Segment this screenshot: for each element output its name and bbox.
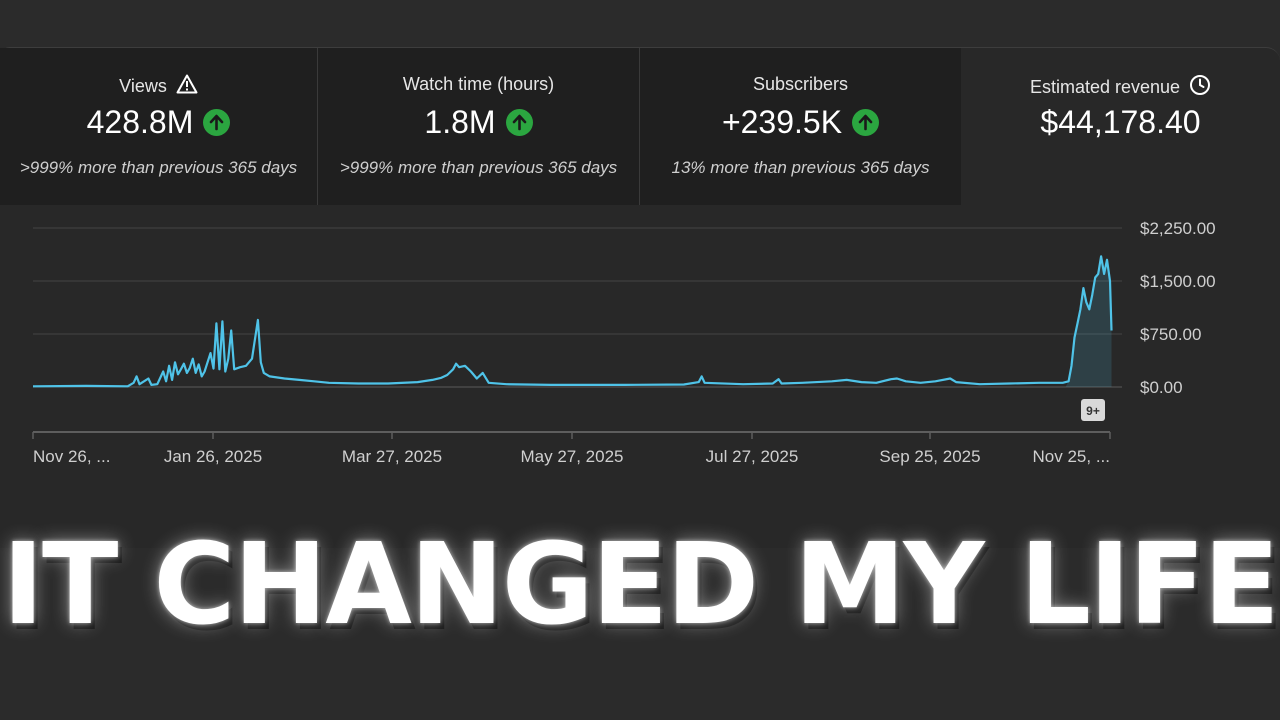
y-tick-label: $0.00 [1140, 378, 1183, 397]
views-card[interactable]: Views 428.8M >999% more than previous 36… [0, 48, 318, 205]
arrow-up-circle-icon [852, 109, 880, 136]
x-tick-label: Nov 25, ... [1033, 447, 1110, 466]
revenue-area [1065, 256, 1112, 387]
watch-time-comparison: >999% more than previous 365 days [339, 158, 618, 177]
subscribers-comparison: 13% more than previous 365 days [671, 158, 930, 177]
x-tick-label: Mar 27, 2025 [342, 447, 442, 466]
revenue-value: $44,178.40 [1040, 104, 1201, 140]
subscribers-title: Subscribers [752, 74, 849, 94]
watch-time-card[interactable]: Watch time (hours) 1.8M >999% more than … [318, 48, 640, 205]
arrow-up-circle-icon [203, 109, 231, 136]
subscribers-card[interactable]: Subscribers +239.5K 13% more than previo… [640, 48, 961, 205]
views-comparison: >999% more than previous 365 days [19, 158, 298, 177]
y-tick-label: $750.00 [1140, 325, 1201, 344]
clock-icon [1189, 74, 1211, 101]
warning-icon [176, 74, 198, 99]
revenue-chart-svg: $2,250.00 $1,500.00 $750.00 $0.00 Nov 26, ..… [32, 219, 1216, 466]
x-tick-label: Nov 26, ... [33, 447, 110, 466]
annotation-badge-label: 9+ [1086, 404, 1100, 418]
x-tick-label: May 27, 2025 [520, 447, 623, 466]
revenue-title: Estimated revenue [1029, 77, 1181, 97]
views-value: 428.8M [86, 104, 194, 140]
y-tick-label: $1,500.00 [1140, 272, 1216, 291]
y-tick-label: $2,250.00 [1140, 219, 1216, 238]
revenue-line [32, 255, 1113, 388]
revenue-chart: $2,250.00 $1,500.00 $750.00 $0.00 Nov 26, ..… [0, 205, 1280, 485]
x-tick-label: Sep 25, 2025 [879, 447, 980, 466]
headline-text: IT CHANGED MY LIFE [2, 520, 1279, 650]
views-title: Views [119, 76, 167, 96]
watch-time-title: Watch time (hours) [402, 74, 555, 94]
watch-time-value: 1.8M [424, 104, 496, 140]
metric-cards: Views 428.8M >999% more than previous 36… [0, 48, 1280, 205]
annotation-badge [1081, 399, 1105, 421]
revenue-card[interactable]: Estimated revenue $44,178.40 [961, 48, 1280, 205]
x-tick-label: Jan 26, 2025 [164, 447, 262, 466]
x-tick-label: Jul 27, 2025 [706, 447, 799, 466]
arrow-up-circle-icon [505, 109, 533, 136]
subscribers-value: +239.5K [721, 104, 843, 140]
